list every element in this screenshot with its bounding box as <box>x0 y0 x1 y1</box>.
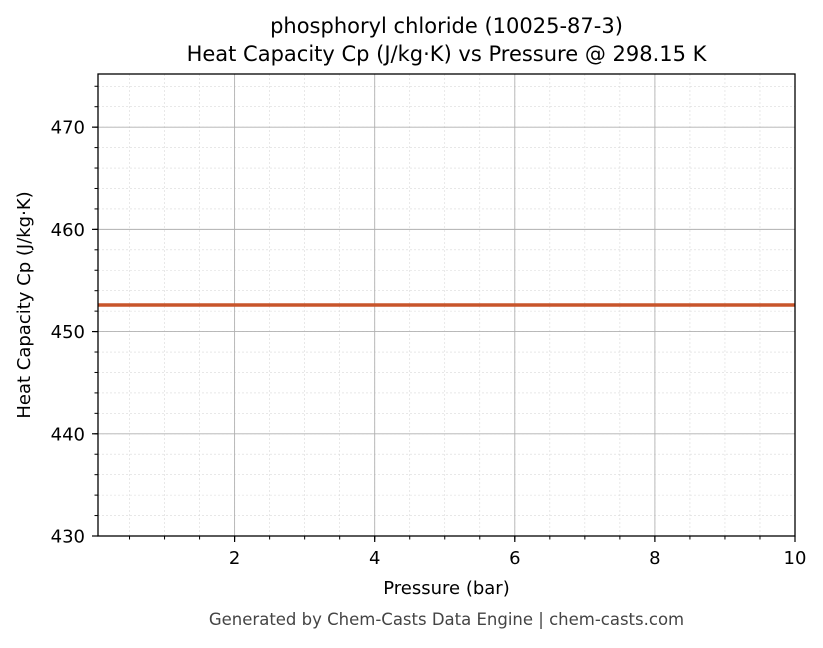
footer-text: Generated by Chem-Casts Data Engine | ch… <box>209 610 684 629</box>
chart-title-line1: phosphoryl chloride (10025-87-3) <box>270 14 623 38</box>
y-tick-label: 450 <box>51 322 85 343</box>
x-axis-label: Pressure (bar) <box>383 578 509 599</box>
ticks-layer <box>92 85 796 542</box>
x-tick-label: 2 <box>229 548 240 569</box>
x-tick-label: 4 <box>369 548 380 569</box>
y-tick-label: 430 <box>51 527 85 548</box>
plot-frame <box>97 73 796 537</box>
y-tick-label: 470 <box>51 118 85 139</box>
x-tick-label: 10 <box>784 548 807 569</box>
chart-title-line2: Heat Capacity Cp (J/kg·K) vs Pressure @ … <box>187 42 708 66</box>
x-tick-label: 6 <box>509 548 520 569</box>
x-tick-label: 8 <box>649 548 660 569</box>
y-tick-label: 460 <box>51 220 85 241</box>
y-axis-label: Heat Capacity Cp (J/kg·K) <box>14 191 35 418</box>
y-tick-label: 440 <box>51 424 85 445</box>
tick-labels: 2 4 6 8 10 430 440 450 460 470 <box>51 118 807 569</box>
